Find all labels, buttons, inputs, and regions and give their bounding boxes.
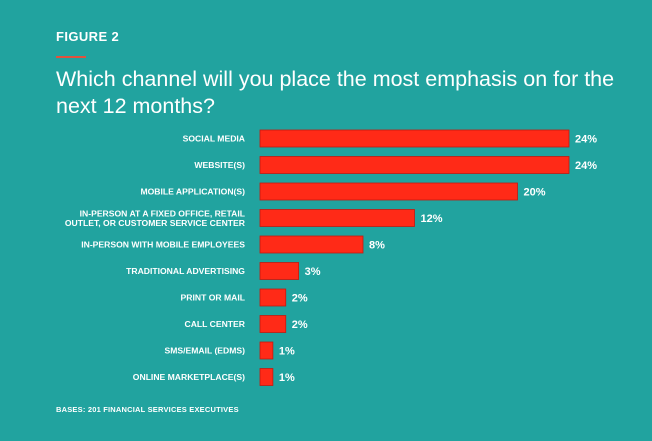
- bar: [259, 235, 364, 254]
- category-label-line: TRADITIONAL ADVERTISING: [126, 266, 245, 276]
- bar: [259, 262, 300, 280]
- category-label: ONLINE MARKETPLACE(S): [133, 372, 245, 382]
- value-label: 3%: [305, 266, 321, 278]
- category-label-line: WEBSITE(S): [194, 160, 245, 170]
- category-label: MOBILE APPLICATION(S): [140, 187, 245, 197]
- category-label-line: CALL CENTER: [185, 319, 246, 329]
- value-label: 12%: [421, 213, 443, 225]
- bar-chart: SOCIAL MEDIA 24% WEBSITE(S) 24% MOBILE APPLI…: [65, 129, 597, 386]
- value-label: 8%: [369, 239, 385, 251]
- category-label: SMS/EMAIL (EDMS): [164, 346, 245, 356]
- category-label-line: SOCIAL MEDIA: [183, 134, 245, 144]
- bar: [259, 341, 274, 360]
- category-label: SOCIAL MEDIA: [183, 134, 245, 144]
- bar: [259, 129, 570, 148]
- bar: [259, 182, 518, 201]
- value-label: 24%: [575, 160, 597, 172]
- category-label-line: IN-PERSON WITH MOBILE EMPLOYEES: [81, 240, 245, 250]
- bar: [259, 209, 415, 227]
- title-accent-rule: [56, 56, 86, 58]
- value-label: 2%: [292, 319, 308, 331]
- figure-label: FIGURE 2: [56, 29, 120, 44]
- value-label: 1%: [279, 372, 295, 384]
- category-label: CALL CENTER: [185, 319, 246, 329]
- bar: [259, 288, 287, 307]
- category-label-line: PRINT OR MAIL: [181, 293, 245, 303]
- category-label-line: IN-PERSON AT A FIXED OFFICE, RETAIL: [80, 208, 245, 218]
- value-label: 1%: [279, 345, 295, 357]
- category-label: WEBSITE(S): [194, 160, 245, 170]
- bases-footnote: BASES: 201 FINANCIAL SERVICES EXECUTIVES: [56, 405, 239, 414]
- value-label: 20%: [524, 186, 546, 198]
- category-label: PRINT OR MAIL: [181, 293, 245, 303]
- category-label: TRADITIONAL ADVERTISING: [126, 266, 245, 276]
- bar: [259, 156, 570, 174]
- category-label-line: MOBILE APPLICATION(S): [140, 187, 245, 197]
- category-label-line: ONLINE MARKETPLACE(S): [133, 372, 245, 382]
- category-label-line: SMS/EMAIL (EDMS): [164, 346, 245, 356]
- bar: [259, 315, 287, 333]
- value-label: 24%: [575, 133, 597, 145]
- chart-title: Which channel will you place the most em…: [56, 67, 615, 118]
- category-label: IN-PERSON WITH MOBILE EMPLOYEES: [81, 240, 245, 250]
- category-label: IN-PERSON AT A FIXED OFFICE, RETAIL OUTLE…: [65, 208, 246, 228]
- bar: [259, 368, 274, 386]
- value-label: 2%: [292, 292, 308, 304]
- category-label-line: OUTLET, OR CUSTOMER SERVICE CENTER: [65, 218, 246, 228]
